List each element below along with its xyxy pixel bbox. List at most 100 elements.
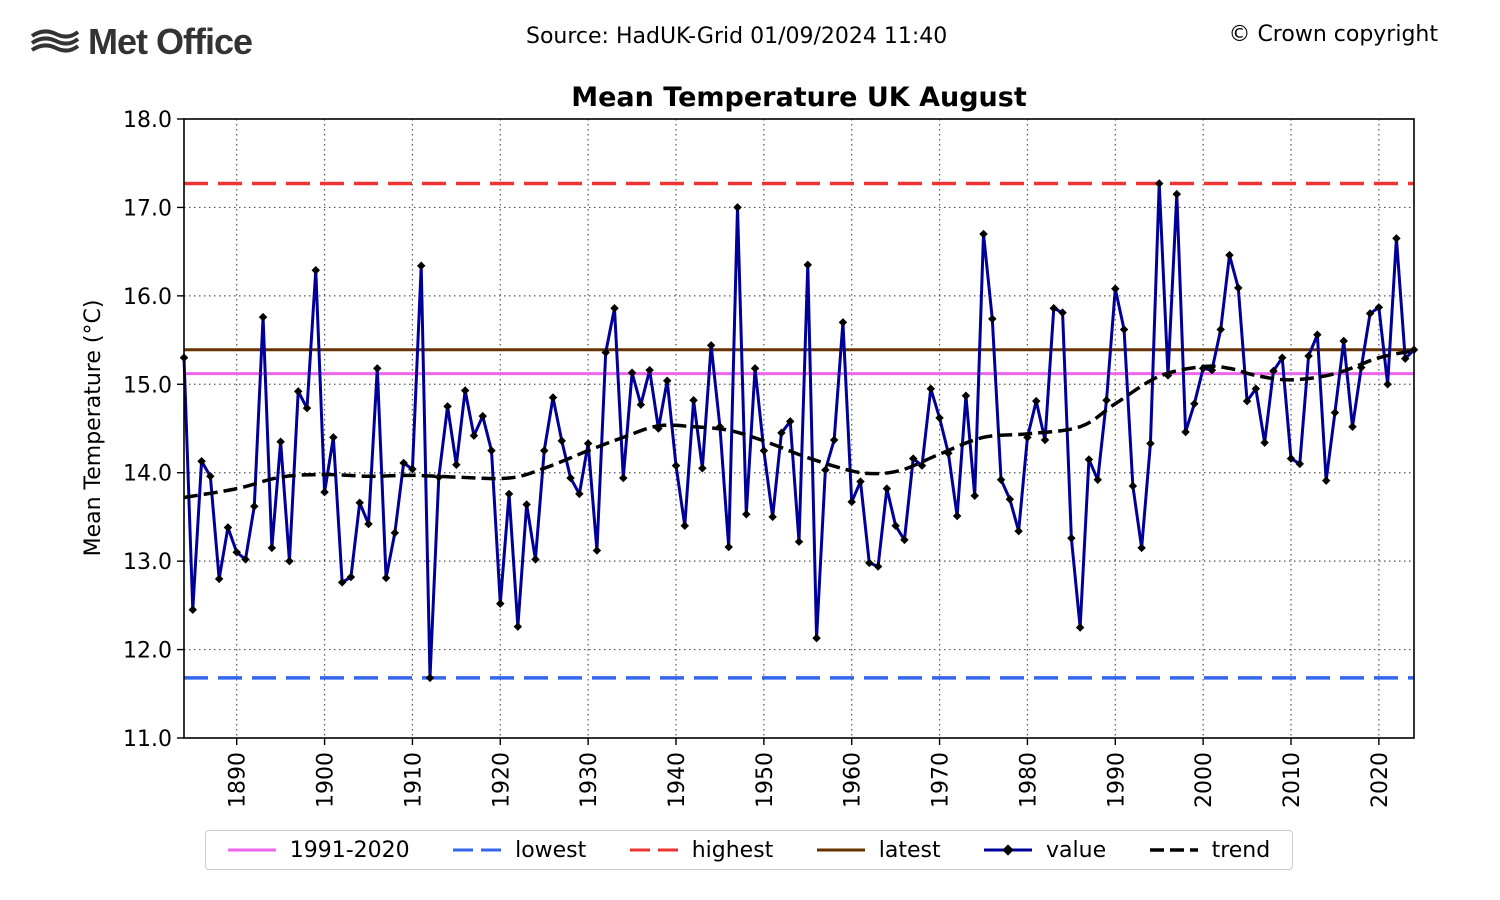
y-tick-label-18.0: 18.0: [123, 108, 172, 133]
met-office-logo: Met Office: [30, 21, 253, 62]
value-point-1945: [715, 422, 725, 431]
value-point-2016: [1339, 336, 1348, 346]
x-tick-label-1980: 1980: [1016, 752, 1041, 808]
value-point-1987: [1084, 455, 1094, 464]
y-tick-label-12.0: 12.0: [123, 639, 172, 664]
value-point-1889: [223, 523, 233, 532]
value-point-1994: [1146, 439, 1155, 448]
value-point-1887: [206, 472, 215, 481]
value-point-1988: [1093, 475, 1102, 485]
value-point-1903: [346, 572, 356, 582]
copyright-label: © Crown copyright: [1228, 22, 1438, 47]
value-point-1923: [522, 500, 531, 509]
value-point-2001: [1207, 365, 1217, 375]
chart-title: Mean Temperature UK August: [571, 82, 1027, 113]
value-point-1915: [452, 460, 461, 469]
value-point-2014: [1321, 476, 1331, 485]
value-point-1979: [1014, 526, 1023, 536]
value-point-1949: [750, 364, 760, 373]
value-point-1907: [381, 573, 391, 583]
value-point-1927: [557, 436, 567, 446]
value-point-1997: [1172, 189, 1182, 199]
value-point-1941: [680, 521, 690, 531]
x-tick-label-1930: 1930: [577, 752, 602, 808]
value-point-1975: [979, 229, 988, 239]
value-point-1958: [829, 435, 839, 445]
value-point-2012: [1304, 351, 1313, 361]
value-point-1957: [821, 465, 830, 475]
legend-label-trend: trend: [1211, 837, 1271, 863]
value-point-2008: [1269, 366, 1278, 376]
value-point-1898: [302, 403, 312, 413]
value-point-1912: [425, 673, 435, 683]
value-point-1906: [373, 364, 382, 373]
value-point-2019: [1365, 309, 1375, 318]
legend-swatch-highest: [629, 848, 678, 852]
value-point-1917: [469, 431, 479, 440]
value-point-1933: [610, 303, 619, 313]
value-point-1978: [1005, 495, 1015, 504]
x-tick-label-1950: 1950: [753, 752, 778, 808]
legend-item-lowest: lowest: [453, 838, 586, 863]
value-point-1943: [698, 464, 707, 473]
value-point-2011: [1295, 459, 1305, 469]
value-point-2020: [1374, 303, 1384, 312]
value-point-1899: [311, 265, 321, 275]
value-point-1989: [1102, 395, 1111, 405]
plot-area-frame: [183, 118, 1415, 739]
value-point-1950: [759, 446, 769, 455]
value-point-1944: [706, 341, 716, 350]
value-point-2004: [1234, 283, 1243, 293]
value-point-1932: [601, 348, 610, 357]
value-point-1947: [733, 203, 742, 212]
legend-label-value: value: [1046, 837, 1107, 863]
value-point-1924: [531, 555, 540, 564]
value-point-2005: [1242, 396, 1252, 406]
legend-item-trend: trend: [1149, 837, 1271, 863]
value-point-1970: [935, 413, 944, 423]
value-point-1894: [267, 543, 277, 553]
value-point-1991: [1119, 325, 1129, 334]
y-tick-label-16.0: 16.0: [123, 285, 172, 310]
value-point-2009: [1277, 353, 1287, 362]
x-tick-label-1920: 1920: [489, 752, 514, 808]
value-point-1888: [214, 574, 224, 584]
value-point-1983: [1049, 303, 1059, 313]
value-point-2023: [1400, 354, 1410, 363]
value-point-2015: [1330, 408, 1340, 417]
value-point-1928: [566, 473, 575, 483]
value-point-1956: [812, 633, 821, 643]
legend: 1991-2020 lowest highest latest value tr…: [205, 830, 1293, 870]
legend-label-latest: latest: [878, 837, 941, 863]
y-tick-label-14.0: 14.0: [123, 462, 172, 487]
legend-item-latest: latest: [816, 837, 941, 863]
logo-text: Met Office: [88, 21, 253, 62]
value-point-1938: [654, 424, 663, 433]
value-point-1937: [645, 365, 654, 375]
value-point-1914: [443, 402, 452, 411]
value-point-1968: [917, 461, 927, 470]
value-point-1918: [478, 411, 487, 421]
value-point-1940: [671, 461, 681, 470]
value-point-1896: [285, 556, 294, 566]
value-point-1931: [592, 546, 602, 555]
legend-label-highest: highest: [691, 837, 774, 863]
value-point-1963: [873, 562, 883, 571]
legend-swatch-lowest: [453, 848, 502, 852]
value-point-1902: [337, 578, 347, 587]
value-point-1959: [838, 318, 848, 327]
value-point-1996: [1163, 371, 1173, 380]
value-point-1895: [276, 437, 285, 447]
value-point-1936: [636, 400, 646, 409]
value-point-2022: [1392, 234, 1401, 243]
value-point-2003: [1225, 250, 1234, 260]
value-point-1986: [1075, 623, 1085, 632]
value-point-1930: [583, 439, 593, 448]
y-tick-label-17.0: 17.0: [123, 196, 172, 221]
value-point-1952: [777, 428, 786, 438]
value-point-1955: [803, 260, 813, 270]
value-point-1999: [1190, 399, 1199, 408]
value-point-1974: [970, 491, 979, 500]
x-tick-label-2010: 2010: [1280, 752, 1305, 808]
value-point-1910: [408, 464, 417, 474]
